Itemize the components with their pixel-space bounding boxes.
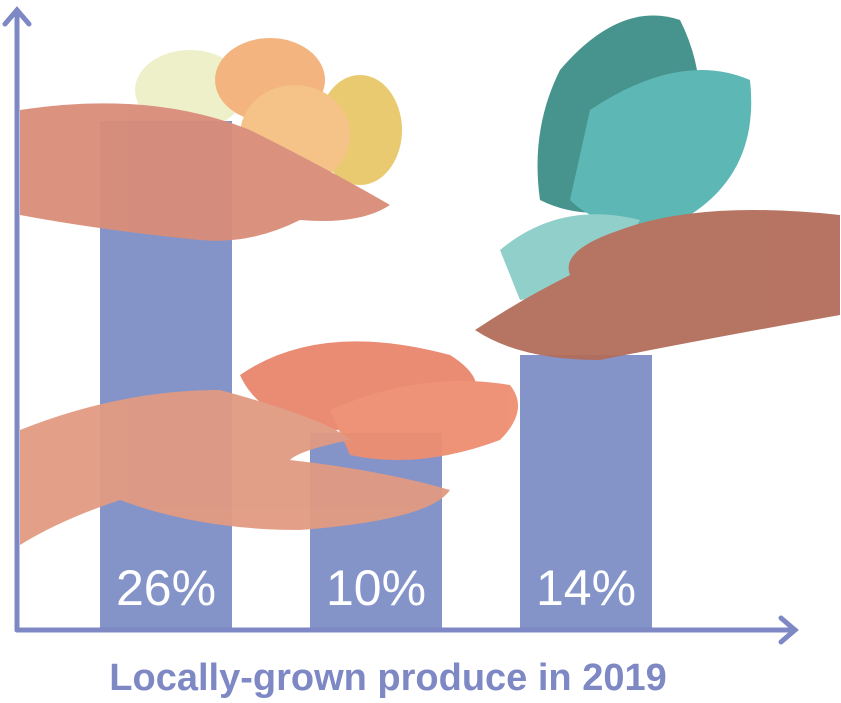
value-label: 14% [536,560,636,616]
chart-title: Locally-grown produce in 2019 [109,657,666,699]
bar [520,355,652,628]
fish [330,380,518,460]
value-labels: 26% 10% 14% [116,560,636,616]
value-label: 26% [116,560,216,616]
y-axis-arrow [2,6,32,27]
axes [2,6,799,645]
illustration [20,15,840,545]
value-label: 10% [326,560,426,616]
x-axis-arrow [778,615,799,645]
hand [20,103,390,241]
hand [475,210,840,360]
hand [20,390,450,545]
leaf [570,70,752,225]
